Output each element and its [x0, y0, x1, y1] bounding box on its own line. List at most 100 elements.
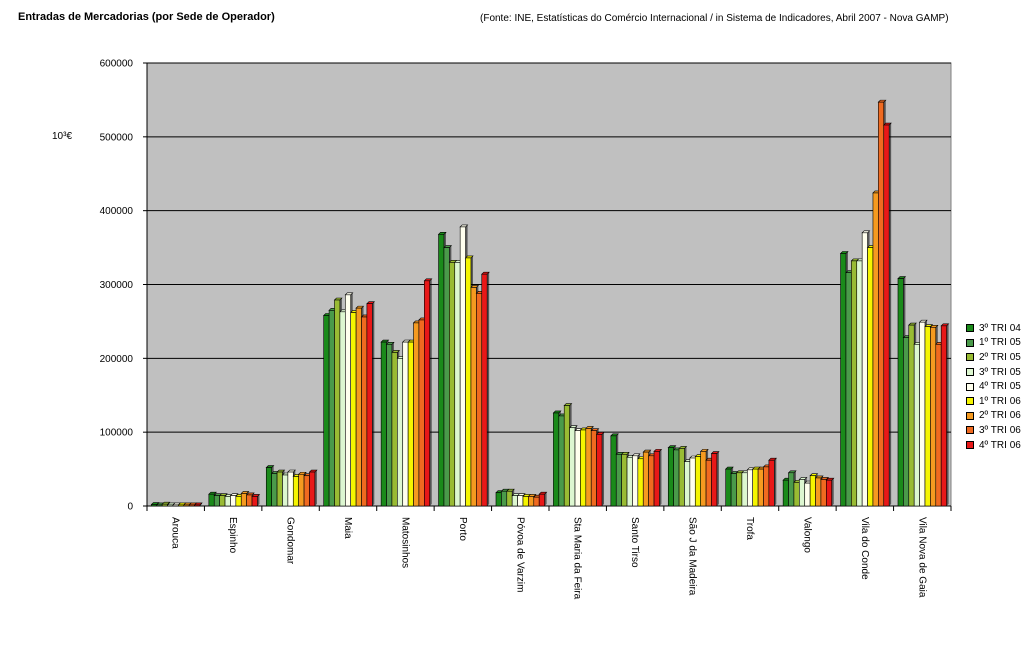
bar	[930, 327, 937, 507]
bar	[935, 344, 942, 507]
bar	[574, 430, 581, 507]
legend-label: 1º TRI 06	[979, 395, 1021, 407]
legend-swatch	[966, 411, 974, 420]
bar	[386, 344, 393, 507]
bar	[569, 427, 576, 507]
legend-item: 1º TRI 06	[966, 394, 1021, 409]
bar	[648, 455, 655, 507]
bar	[580, 429, 587, 507]
bar	[476, 293, 483, 507]
bar	[626, 456, 633, 507]
y-tick-label: 0	[127, 502, 133, 513]
legend-item: 2º TRI 06	[966, 409, 1021, 424]
bar	[287, 471, 294, 507]
bar	[517, 495, 524, 507]
bar	[355, 307, 362, 507]
legend-label: 3º TRI 05	[979, 366, 1021, 378]
bar	[826, 479, 833, 507]
bar	[867, 247, 874, 507]
bar	[481, 273, 488, 507]
bar	[642, 451, 649, 507]
bar	[563, 405, 570, 507]
y-tick-label: 200000	[100, 354, 134, 365]
bar	[251, 496, 258, 507]
bar	[913, 344, 920, 507]
bar	[339, 311, 346, 507]
bar	[684, 461, 691, 507]
category-label: São J da Madeira	[687, 517, 698, 596]
legend-swatch	[966, 353, 974, 362]
bar	[689, 457, 696, 507]
legend-label: 1º TRI 05	[979, 337, 1021, 349]
bar	[511, 495, 518, 507]
legend-label: 4º TRI 05	[979, 381, 1021, 393]
bar	[908, 324, 915, 507]
bar	[757, 468, 764, 507]
bar	[768, 459, 775, 507]
bar	[615, 454, 622, 507]
category-label: Sta Maria da Feira	[572, 517, 583, 600]
bar	[851, 260, 858, 507]
bar-side	[544, 492, 547, 506]
bar	[156, 504, 163, 507]
category-label: Trofa	[744, 517, 755, 540]
bar	[897, 278, 904, 507]
legend-label: 3º TRI 04	[979, 322, 1021, 334]
bar	[621, 454, 628, 507]
legend-label: 2º TRI 06	[979, 410, 1021, 422]
bar	[596, 434, 603, 507]
category-label: Póvoa de Varzim	[514, 517, 525, 592]
bar	[449, 262, 456, 507]
bar	[495, 492, 502, 507]
bar-side	[372, 301, 375, 506]
bar	[788, 472, 795, 507]
bar	[407, 341, 414, 507]
y-tick-label: 100000	[100, 428, 134, 439]
category-label: Vila do Conde	[859, 517, 870, 580]
category-label: Porto	[457, 517, 468, 541]
bar	[506, 490, 513, 507]
y-tick-label: 300000	[100, 280, 134, 291]
bar	[391, 352, 398, 507]
bar	[782, 479, 789, 507]
bar	[856, 260, 863, 507]
bar-side	[314, 470, 317, 506]
category-label: Matosinhos	[399, 517, 410, 568]
bar	[725, 468, 732, 507]
legend-item: 4º TRI 05	[966, 379, 1021, 394]
bar	[763, 466, 770, 507]
bar	[919, 321, 926, 507]
bar-side	[487, 272, 490, 506]
legend-label: 4º TRI 06	[979, 439, 1021, 451]
bar	[172, 504, 179, 507]
legend-label: 2º TRI 05	[979, 351, 1021, 363]
bar	[553, 412, 560, 507]
bar	[465, 257, 472, 507]
bar	[418, 319, 425, 507]
bar	[815, 477, 822, 507]
bar	[235, 496, 242, 507]
category-label: Santo Tirso	[629, 517, 640, 568]
bar	[298, 473, 305, 507]
bar	[303, 475, 310, 507]
bar	[454, 262, 461, 507]
bar	[230, 495, 237, 507]
bar	[470, 287, 477, 507]
bar	[459, 226, 466, 507]
bar	[424, 280, 431, 507]
bar	[632, 455, 639, 507]
legend-swatch	[966, 426, 974, 435]
bar	[344, 294, 351, 507]
legend-swatch	[966, 397, 974, 406]
bar	[872, 192, 879, 507]
bar	[219, 495, 226, 507]
bar	[271, 473, 278, 507]
legend-item: 4º TRI 06	[966, 438, 1021, 453]
bar	[151, 504, 158, 507]
bar	[265, 467, 272, 507]
legend-item: 3º TRI 04	[966, 321, 1021, 336]
bar	[667, 447, 674, 507]
bar	[590, 430, 597, 507]
bar	[538, 493, 545, 507]
